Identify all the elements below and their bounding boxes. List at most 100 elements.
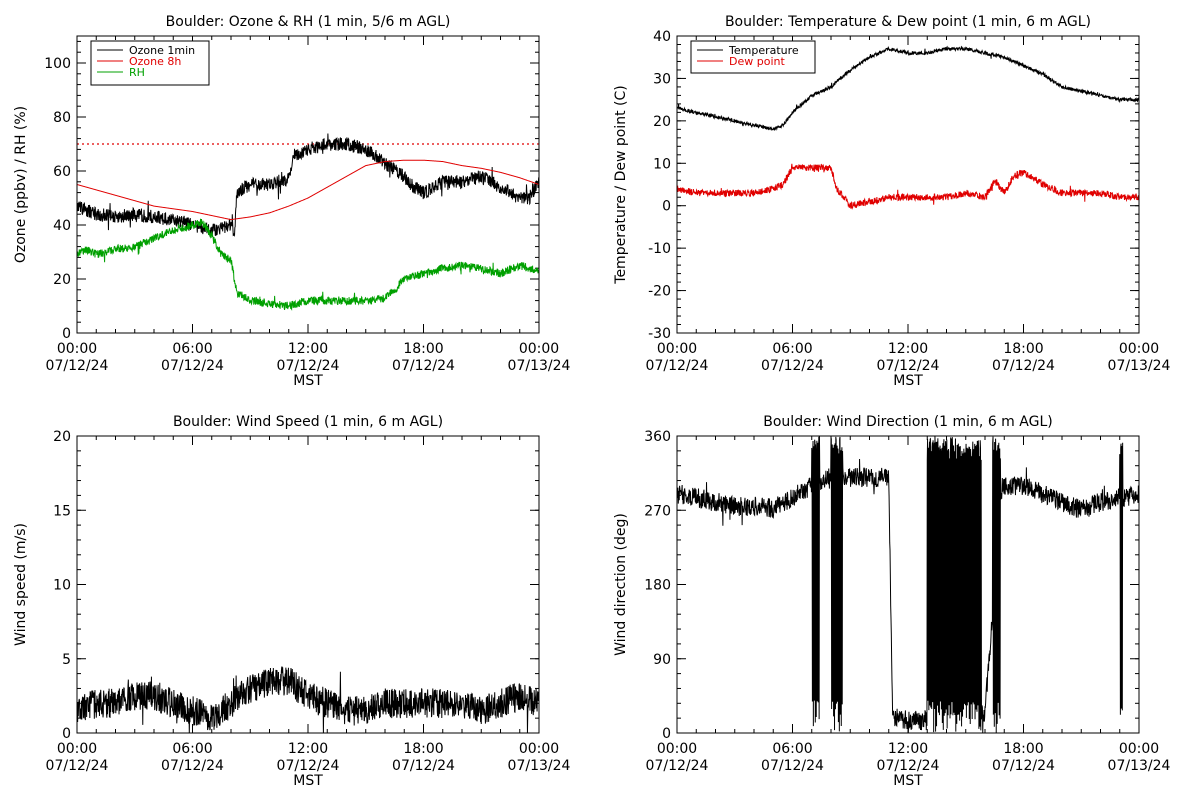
y-tick-label: 360 [644, 429, 671, 445]
legend-box [690, 40, 816, 74]
x-tick-label-date: 07/13/24 [508, 358, 571, 374]
series-group [77, 133, 539, 311]
plot-frame [76, 35, 540, 334]
x-tick-label-time: 18:00 [1003, 741, 1043, 757]
x-axis-label: MST [893, 773, 923, 789]
y-tick-label: 10 [53, 578, 71, 594]
y-axis-label: Wind direction (deg) [613, 513, 629, 656]
x-tick-label-date: 07/12/24 [46, 358, 109, 374]
x-tick-label-time: 06:00 [772, 741, 812, 757]
x-tick-label-time: 00:00 [519, 741, 559, 757]
x-tick-label-time: 00:00 [1119, 341, 1159, 357]
x-tick-label-time: 00:00 [657, 741, 697, 757]
series-group [77, 666, 539, 733]
x-tick-label-time: 12:00 [888, 741, 928, 757]
plot-frame [676, 35, 1140, 334]
y-axis-label: Wind speed (m/s) [13, 523, 29, 646]
chart-panel-2: Boulder: Temperature & Dew point (1 min,… [613, 14, 1171, 389]
series-group [677, 45, 1139, 210]
series-group [677, 436, 1139, 733]
legend-box [90, 40, 210, 86]
x-tick-label-date: 07/12/24 [277, 758, 340, 774]
x-tick-label-date: 07/12/24 [46, 758, 109, 774]
legend-label: Temperature [728, 44, 799, 57]
series-line-ozone-1min [77, 133, 539, 238]
legend-label: Dew point [729, 55, 785, 68]
series-line-data [77, 666, 539, 733]
y-tick-label: 270 [644, 503, 671, 519]
x-tick-label-time: 06:00 [172, 341, 212, 357]
y-tick-label: 40 [653, 29, 671, 45]
x-tick-label-date: 07/12/24 [646, 358, 709, 374]
x-tick-label-date: 07/12/24 [277, 358, 340, 374]
x-tick-label-date: 07/12/24 [161, 358, 224, 374]
chart-panel-3: Boulder: Wind Speed (1 min, 6 m AGL) 0 5 10… [13, 414, 571, 789]
x-tick-label-time: 00:00 [57, 341, 97, 357]
x-axis-label: MST [293, 373, 323, 389]
legend-label: Ozone 1min [129, 44, 195, 57]
x-tick-label-date: 07/12/24 [392, 758, 455, 774]
x-tick-label-time: 12:00 [288, 741, 328, 757]
y-tick-label: 10 [653, 156, 671, 172]
y-tick-label: -10 [648, 241, 671, 257]
y-tick-label: 15 [53, 503, 71, 519]
x-tick-label-time: 06:00 [172, 741, 212, 757]
y-tick-label: 100 [44, 56, 71, 72]
y-tick-label: 60 [53, 164, 71, 180]
y-tick-label: 0 [662, 726, 671, 742]
x-tick-label-date: 07/12/24 [877, 358, 940, 374]
x-tick-label-time: 00:00 [519, 341, 559, 357]
x-tick-label-time: 18:00 [403, 741, 443, 757]
y-tick-label: 80 [53, 110, 71, 126]
series-line-dew-point [677, 163, 1139, 210]
series-line-ozone-8h [77, 159, 539, 221]
chart-title: Boulder: Wind Speed (1 min, 6 m AGL) [173, 414, 443, 430]
x-tick-label-date: 07/13/24 [508, 758, 571, 774]
chart-title: Boulder: Temperature & Dew point (1 min,… [725, 14, 1091, 30]
x-tick-label-date: 07/12/24 [992, 358, 1055, 374]
x-tick-label-time: 12:00 [288, 341, 328, 357]
x-tick-label-date: 07/13/24 [1108, 758, 1171, 774]
x-tick-label-time: 00:00 [657, 341, 697, 357]
y-tick-label: 20 [53, 429, 71, 445]
x-tick-label-date: 07/13/24 [1108, 358, 1171, 374]
series-line-temperature [677, 45, 1139, 132]
x-tick-label-time: 12:00 [888, 341, 928, 357]
legend-label: RH [129, 66, 145, 79]
chart-title: Boulder: Ozone & RH (1 min, 5/6 m AGL) [166, 14, 451, 30]
x-tick-label-date: 07/12/24 [646, 758, 709, 774]
x-tick-label-time: 18:00 [403, 341, 443, 357]
chart-title: Boulder: Wind Direction (1 min, 6 m AGL) [763, 414, 1052, 430]
chart-panel-4: Boulder: Wind Direction (1 min, 6 m AGL)… [613, 414, 1171, 789]
y-tick-label: 40 [53, 218, 71, 234]
y-tick-label: 180 [644, 578, 671, 594]
y-tick-label: 5 [62, 652, 71, 668]
x-tick-label-date: 07/12/24 [877, 758, 940, 774]
y-tick-label: 0 [62, 726, 71, 742]
x-axis-label: MST [893, 373, 923, 389]
x-tick-label-time: 18:00 [1003, 341, 1043, 357]
x-axis-label: MST [293, 773, 323, 789]
y-tick-label: -20 [648, 284, 671, 300]
legend-label: Ozone 8h [129, 55, 181, 68]
plot-frame [676, 435, 1140, 734]
y-tick-label: 30 [653, 71, 671, 87]
y-tick-label: 90 [653, 652, 671, 668]
y-axis-label: Temperature / Dew point (C) [613, 85, 629, 284]
y-tick-label: 0 [62, 326, 71, 342]
x-tick-label-time: 00:00 [1119, 741, 1159, 757]
y-tick-label: 20 [653, 114, 671, 130]
y-axis-label: Ozone (ppbv) / RH (%) [13, 106, 29, 263]
x-tick-label-date: 07/12/24 [992, 758, 1055, 774]
series-line-rh [77, 218, 539, 311]
y-tick-label: 20 [53, 272, 71, 288]
y-tick-label: 0 [662, 199, 671, 215]
plot-frame [76, 435, 540, 734]
x-tick-label-date: 07/12/24 [161, 758, 224, 774]
x-tick-label-date: 07/12/24 [761, 758, 824, 774]
x-tick-label-time: 06:00 [772, 341, 812, 357]
